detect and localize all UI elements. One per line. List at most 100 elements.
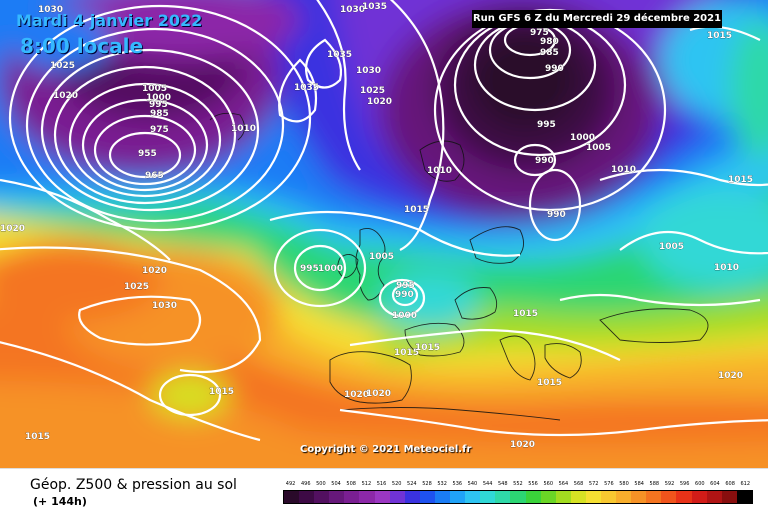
scale-swatch [616,491,632,503]
isobar-labels: 1030102510201005100099598597595596510301… [0,2,753,450]
scale-swatch [721,491,737,503]
isobar-label: 1030 [38,5,63,15]
scale-swatch [495,491,511,503]
scale-label: 580 [619,481,629,487]
isobar-label: 955 [138,149,157,159]
isobar-label: 1015 [25,432,50,442]
scale-swatch [525,491,541,503]
isobar-label: 990 [545,64,564,74]
scale-label: 516 [376,481,387,487]
isobar-label: 1015 [394,348,419,358]
isobar-label: 1015 [537,378,562,388]
isobar-label: 1020 [366,389,391,399]
isobar-label: 1005 [659,242,684,252]
scale-swatch [691,491,707,503]
isobar-label: 1000 [146,93,171,103]
scale-label: 560 [543,481,553,487]
scale-label: 524 [407,481,417,487]
isobar-label: 985 [540,48,559,58]
color-scale-bar [283,490,753,504]
scale-swatch [314,491,330,503]
isobar-label: 1025 [50,61,75,71]
scale-swatch [510,491,526,503]
scale-label: 496 [300,481,311,487]
isobar-label: 975 [150,125,169,135]
scale-swatch [676,491,692,503]
scale-swatch [661,491,677,503]
isobar-label: 1015 [209,387,234,397]
isobar-label: 995 [149,100,168,110]
isobar-label: 1005 [369,252,394,262]
copyright-text: Copyright © 2021 Meteociel.fr [300,444,472,455]
isobar-label: 1030 [152,301,177,311]
scale-swatch [540,491,556,503]
isobar-label: 1020 [344,390,369,400]
isobar-label: 1020 [510,440,535,450]
isobar-label: 1010 [714,263,739,273]
scale-label: 548 [497,481,508,487]
isobar-label: 1015 [707,31,732,41]
scale-label: 608 [725,481,735,487]
scale-swatch [299,491,315,503]
scale-label: 600 [695,481,705,487]
isobar-label: 1030 [356,66,381,76]
isobar-label: 1015 [404,205,429,215]
scale-label: 540 [467,481,478,487]
scale-label: 552 [513,481,523,487]
isobar-label: 1030 [340,5,365,15]
scale-label: 528 [422,481,432,487]
isobar-label: 1010 [231,124,256,134]
isobar-label: 1020 [718,371,743,381]
scale-label: 572 [588,481,599,487]
isobar-label: 995 [396,281,415,291]
isobar-label: 1010 [611,165,636,175]
scale-swatch [434,491,451,503]
scale-label: 512 [361,481,372,487]
scale-label: 612 [740,481,751,487]
isobar-label: 990 [395,290,414,300]
scale-label: 508 [346,481,356,487]
isobar-label: 1000 [392,311,417,321]
scale-swatch [631,491,647,503]
scale-swatch [736,491,752,503]
scale-swatch [706,491,722,503]
scale-label: 584 [634,481,644,487]
scale-label: 532 [437,481,447,487]
isobar-label: 1020 [142,266,167,276]
scale-swatch [359,491,375,503]
scale-swatch [344,491,360,503]
isobar-label: 1025 [124,282,149,292]
isobar-label: 1005 [586,143,611,153]
scale-swatch [284,491,300,503]
run-info: Run GFS 6 Z du Mercredi 29 décembre 2021 [472,10,722,28]
scale-swatch [374,491,390,503]
scale-swatch [600,491,617,503]
isobar-label: 1035 [294,83,319,93]
scale-swatch [329,491,345,503]
scale-label: 556 [528,481,538,487]
scale-swatch [419,491,435,503]
isobar-label: 975 [530,28,549,38]
scale-swatch [585,491,601,503]
isobar-label: 1015 [728,175,753,185]
isobars [0,0,768,440]
isobar-label: 1010 [427,166,452,176]
isobar-label: 990 [547,210,566,220]
scale-label: 492 [285,481,296,487]
scale-label: 604 [710,481,720,487]
isobar-label: 1020 [0,224,25,234]
isobar-label: 1000 [570,133,595,143]
scale-swatch [404,491,420,503]
scale-label: 500 [316,481,326,487]
scale-label: 588 [649,481,660,487]
isobar-label: 1035 [327,50,352,60]
scale-label: 568 [573,481,584,487]
isobar-label: 965 [145,171,164,181]
isobar-label: 995 [537,120,556,130]
isobar-label: 1015 [415,343,440,353]
isobar-label: 985 [150,109,169,119]
scale-swatch [570,491,586,503]
scale-label: 564 [558,481,569,487]
scale-swatch [450,491,466,503]
